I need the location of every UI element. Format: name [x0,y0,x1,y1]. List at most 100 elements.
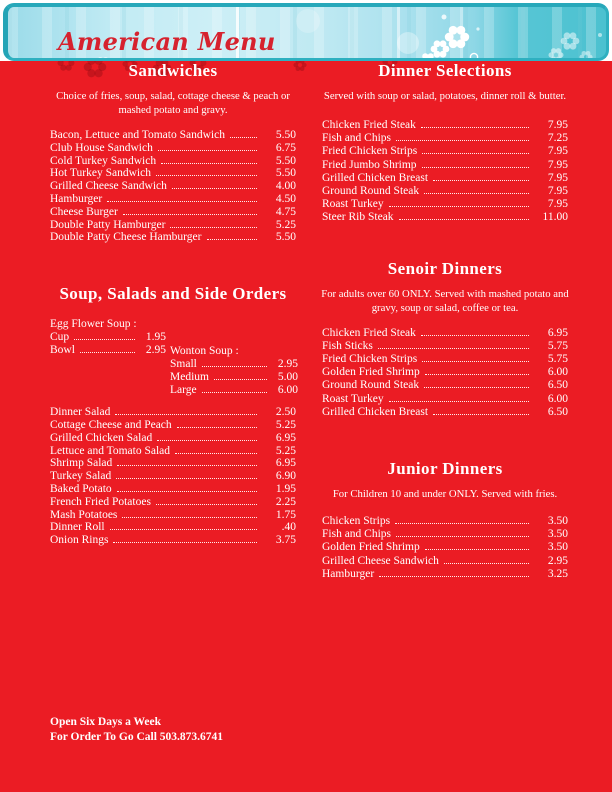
menu-item-row: Fried Jumbo Shrimp 7.95 [322,159,568,172]
dot-leader [161,162,257,164]
menu-item-row: Bowl 2.95 [50,344,166,357]
header-band: American Menu [3,3,609,61]
item-price: 6.00 [547,366,568,379]
item-price: 4.75 [275,205,296,218]
item-price: 7.95 [547,171,568,184]
section-title-junior-dinners: Junior Dinners [387,459,503,479]
menu-item-row: Hot Turkey Sandwich 5.50 [50,167,296,180]
menu-item-row: Golden Fried Shrimp 6.00 [322,366,568,379]
menu-item-row: Steer Rib Steak 11.00 [322,211,568,224]
dot-leader [157,439,257,441]
subgroup-label: Wonton Soup : [170,345,239,358]
dot-leader [116,478,257,480]
item-name: Ground Round Steak [322,379,420,392]
dot-leader [113,542,257,544]
menu-item-row: Hamburger 3.25 [322,568,568,581]
menu-item-row: Chicken Fried Steak 7.95 [322,119,568,132]
section-title-dinner-selections: Dinner Selections [378,61,512,80]
subtitle-text: For Children 10 and under ONLY. Served w… [332,488,558,501]
soup-subgroup-egg-flower: Egg Flower Soup : Cup 1.95 Bowl 2.95 [50,318,166,357]
dot-leader [122,516,257,518]
footer-hours: Open Six Days a Week [50,716,161,728]
menu-item-row: Fried Chicken Strips 5.75 [322,353,568,366]
highlight-stripe [236,7,239,58]
item-price: 6.00 [547,392,568,405]
dot-leader [117,465,257,467]
item-price: 11.00 [542,211,568,224]
item-name: Lettuce and Tomato Salad [50,444,171,457]
menu-item-row: Fish and Chips 7.25 [322,132,568,145]
menu-item-row: Mash Potatoes 1.75 [50,509,296,522]
item-price: 2.95 [277,358,298,371]
dot-leader [79,352,135,354]
item-price: 3.50 [547,528,568,541]
menu-item-row: Dinner Salad 2.50 [50,406,296,419]
dot-leader [424,549,529,551]
dot-leader [424,193,529,195]
item-price: 2.95 [145,344,166,357]
menu-item-row: Bacon, Lettuce and Tomato Sandwich 5.50 [50,129,296,142]
item-price: 5.75 [547,339,568,352]
dot-leader [395,523,529,525]
item-price: 6.00 [277,384,298,397]
item-name: Dinner Roll [50,521,105,534]
item-price: 7.95 [547,158,568,171]
item-price: 5.25 [275,218,296,231]
dot-leader [109,529,257,531]
item-name: Cottage Cheese and Peach [50,418,172,431]
section-subtitle: Choice of fries, soup, salad, cottage ch… [56,90,290,116]
item-name: Double Patty Hamburger [50,218,166,231]
soup-subgroups: Egg Flower Soup : Cup 1.95 Bowl 2.95 Wonto… [50,318,298,398]
menu-item-row: Large 6.00 [170,384,298,397]
item-price: 4.00 [275,180,296,193]
menu-item-row: Grilled Chicken Salad 6.95 [50,432,296,445]
item-name: Fish and Chips [322,528,392,541]
dot-leader [433,179,529,181]
menu-body: Sandwiches Choice of fries, soup, salad,… [0,61,612,792]
item-name: Medium [170,371,209,384]
footer-phone: For Order To Go Call 503.873.6741 [50,730,224,743]
section-title-sandwiches: Sandwiches [128,61,218,80]
highlight-stripe [397,7,400,58]
item-price: 2.95 [547,554,568,567]
item-price: 6.90 [275,470,296,483]
section-subtitle: For adults over 60 ONLY. Served with mas… [321,287,569,314]
menu-item-row: Hamburger 4.50 [50,193,296,206]
menu-item-row: Lettuce and Tomato Salad 5.25 [50,445,296,458]
subgroup-label: Egg Flower Soup : [50,318,137,331]
item-name: Golden Fried Shrimp [322,541,420,554]
dot-leader [396,140,529,142]
dot-leader [443,562,529,564]
dot-leader [206,239,257,241]
item-name: Fish and Chips [322,132,392,145]
menu-item-row: Fish and Chips 3.50 [322,528,568,541]
item-name: Chicken Fried Steak [322,119,416,131]
dot-leader [388,400,529,402]
item-name: Hamburger [322,567,375,580]
item-price: 5.25 [275,444,296,457]
item-name: Hot Turkey Sandwich [50,167,151,180]
menu-item-row: Grilled Chicken Breast 7.95 [322,172,568,185]
dot-leader [388,206,529,208]
item-price: 5.75 [547,353,568,366]
section-title-senoir-dinners: Senoir Dinners [387,258,503,278]
dot-leader [421,166,529,168]
item-name: Roast Turkey [322,392,384,405]
item-price: 5.00 [277,371,298,384]
item-name: Grilled Chicken Salad [50,431,153,444]
item-name: Bowl [50,344,75,357]
item-name: Chicken Strips [322,515,391,528]
menu-item-row: Baked Potato 1.95 [50,483,296,496]
item-price: 3.50 [547,541,568,554]
item-name: Cheese Burger [50,205,118,218]
section-subtitle: Served with soup or salad, potatoes, din… [318,89,572,103]
senoir-item-list: Chicken Fried Steak 6.95 Fish Sticks 5.75 … [322,327,568,419]
menu-item-row: Cottage Cheese and Peach 5.25 [50,419,296,432]
menu-item-row: Dinner Roll .40 [50,521,296,534]
dot-leader [424,374,529,376]
item-name: Grilled Chicken Breast [322,405,429,418]
item-name: Fried Chicken Strips [322,145,418,158]
item-name: Baked Potato [50,482,112,495]
item-name: Chicken Fried Steak [322,326,416,339]
item-price: 1.75 [275,508,296,521]
